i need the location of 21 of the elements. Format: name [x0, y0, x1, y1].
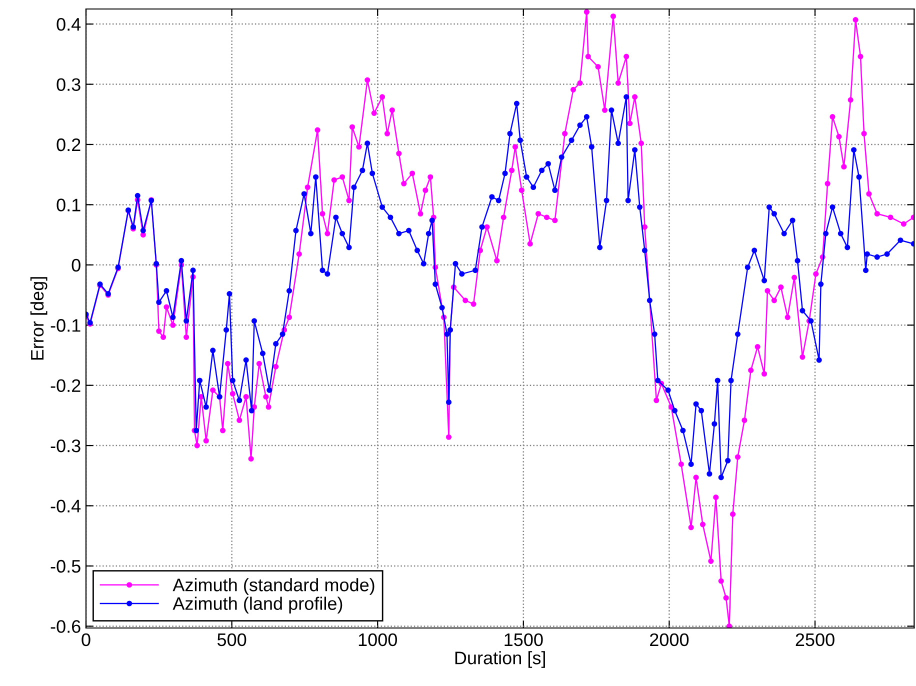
y-tick-label: 0	[72, 258, 80, 272]
y-tick-label: -0.2	[50, 379, 80, 392]
y-tick-label: 0.1	[56, 198, 80, 212]
y-tick-label: -0.1	[50, 319, 80, 332]
x-tick-label: 2000	[650, 633, 689, 646]
y-tick-label: -0.3	[50, 439, 80, 452]
y-tick-label: -0.6	[50, 620, 80, 633]
x-tick-label: 1500	[504, 633, 543, 646]
x-tick-label: 500	[217, 633, 246, 646]
y-tick-label: -0.5	[50, 560, 80, 573]
y-tick-label: 0.2	[56, 138, 80, 152]
y-tick-label: 0.3	[56, 78, 80, 91]
x-axis-title: Duration [s]	[455, 651, 545, 668]
x-tick-label: 2500	[796, 633, 834, 646]
y-axis-title: Error [deg]	[30, 277, 48, 360]
y-tick-label: 0.4	[56, 18, 81, 31]
x-tick-label: 0	[82, 633, 90, 646]
x-tick-label: 1000	[358, 633, 397, 646]
legend-label: Azimuth (standard mode)	[172, 578, 374, 595]
legend-label: Azimuth (land profile)	[172, 596, 342, 614]
y-tick-label: -0.4	[50, 500, 81, 512]
